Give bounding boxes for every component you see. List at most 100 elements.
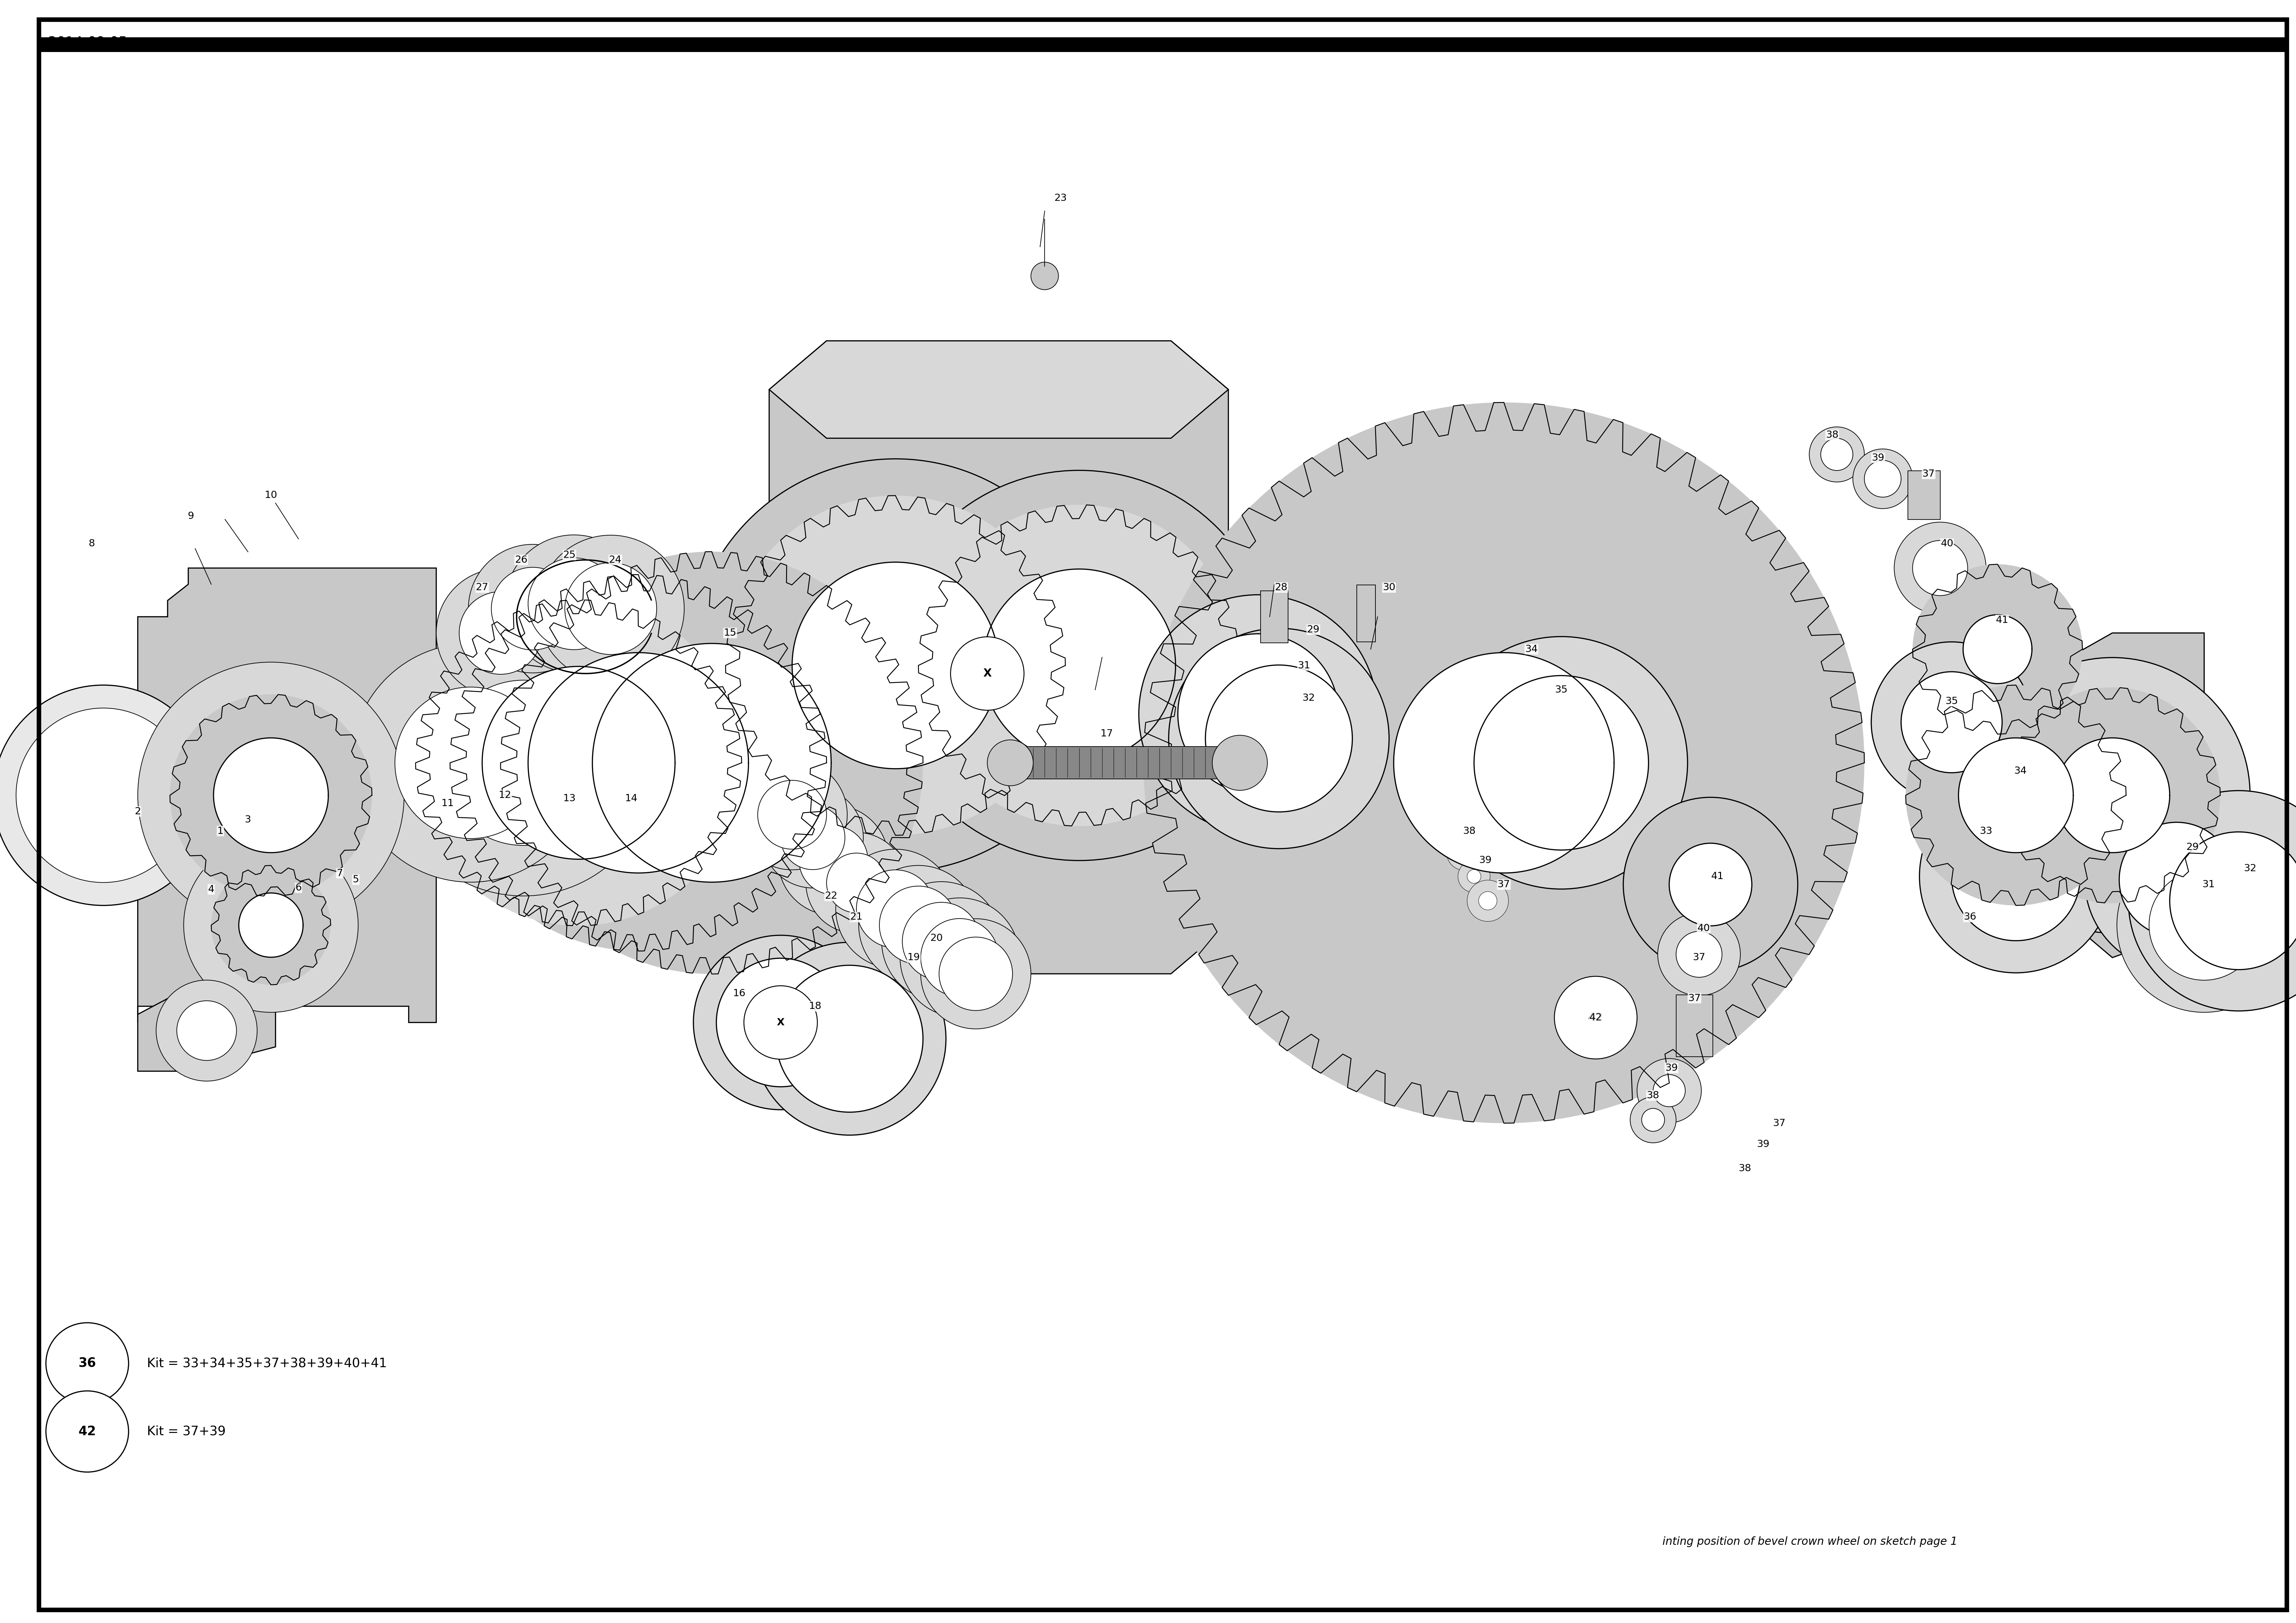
Text: 18: 18	[808, 1001, 822, 1011]
Text: 36: 36	[1963, 912, 1977, 922]
Text: 36: 36	[78, 1357, 96, 1370]
Text: 32: 32	[1302, 693, 1316, 703]
Text: 34: 34	[2014, 766, 2027, 776]
Text: 8: 8	[90, 539, 94, 549]
Circle shape	[1630, 1097, 1676, 1143]
Circle shape	[214, 868, 328, 982]
Circle shape	[900, 898, 1019, 1018]
Circle shape	[689, 459, 1102, 872]
Text: 41: 41	[1995, 615, 2009, 625]
Circle shape	[1658, 914, 1740, 995]
Circle shape	[1913, 540, 1968, 596]
Circle shape	[1913, 565, 2082, 734]
Circle shape	[918, 505, 1240, 826]
Circle shape	[739, 510, 1052, 821]
Text: 6: 6	[296, 883, 301, 893]
Circle shape	[781, 805, 845, 870]
Text: 33: 33	[1979, 826, 1993, 836]
Text: 38: 38	[1825, 430, 1839, 440]
Text: X: X	[776, 1018, 785, 1027]
Circle shape	[1963, 615, 2032, 683]
Text: 17: 17	[1100, 729, 1114, 738]
Circle shape	[1479, 891, 1497, 911]
Circle shape	[753, 943, 946, 1134]
Text: 7: 7	[338, 868, 342, 878]
Text: 24: 24	[608, 555, 622, 565]
Circle shape	[1031, 263, 1058, 289]
Circle shape	[239, 893, 303, 958]
Circle shape	[528, 558, 620, 649]
Text: Kit = 33+34+35+37+38+39+40+41: Kit = 33+34+35+37+38+39+40+41	[147, 1357, 388, 1370]
Circle shape	[2128, 790, 2296, 1011]
Circle shape	[1642, 1109, 1665, 1131]
Circle shape	[1474, 675, 1649, 850]
Text: 34: 34	[1525, 644, 1538, 654]
Circle shape	[491, 568, 574, 649]
Circle shape	[1467, 880, 1508, 922]
Circle shape	[726, 495, 1065, 836]
Circle shape	[2055, 738, 2170, 852]
Circle shape	[762, 787, 863, 888]
Text: 19: 19	[907, 953, 921, 962]
Circle shape	[1919, 781, 2112, 972]
Circle shape	[214, 738, 328, 852]
Text: 38: 38	[1738, 1164, 1752, 1173]
Circle shape	[436, 568, 565, 698]
Text: 10: 10	[264, 490, 278, 500]
Text: 37: 37	[1773, 1118, 1786, 1128]
Polygon shape	[769, 341, 1228, 974]
Text: 2014-09-05: 2014-09-05	[48, 36, 126, 49]
Bar	[999, 747, 1251, 779]
Circle shape	[836, 849, 955, 969]
Text: 30: 30	[1382, 583, 1396, 592]
Circle shape	[1637, 1058, 1701, 1123]
Circle shape	[799, 826, 868, 894]
Circle shape	[156, 980, 257, 1081]
Text: 12: 12	[498, 790, 512, 800]
Circle shape	[815, 586, 976, 745]
Text: 31: 31	[1297, 661, 1311, 670]
Circle shape	[1901, 672, 2002, 773]
Bar	[1676, 995, 1713, 1057]
Text: 41: 41	[1711, 872, 1724, 881]
Circle shape	[1906, 685, 2126, 906]
Circle shape	[2149, 870, 2259, 980]
Circle shape	[1006, 592, 1153, 738]
Circle shape	[1456, 842, 1474, 862]
Circle shape	[1864, 461, 1901, 497]
Circle shape	[1871, 643, 2032, 802]
Circle shape	[921, 919, 999, 997]
Circle shape	[1205, 665, 1352, 812]
Circle shape	[16, 708, 191, 883]
Circle shape	[1394, 652, 1614, 873]
Circle shape	[758, 781, 827, 849]
Circle shape	[716, 958, 845, 1087]
Circle shape	[1143, 403, 1864, 1123]
Circle shape	[879, 886, 957, 964]
Text: 25: 25	[563, 550, 576, 560]
Text: 26: 26	[514, 555, 528, 565]
Text: 37: 37	[1497, 880, 1511, 889]
Circle shape	[138, 662, 404, 928]
Text: 23: 23	[1054, 193, 1068, 203]
Circle shape	[856, 870, 934, 948]
Text: 29: 29	[1306, 625, 1320, 635]
Text: 38: 38	[1463, 826, 1476, 836]
Circle shape	[2085, 787, 2268, 972]
Circle shape	[1821, 438, 1853, 471]
Text: X: X	[983, 669, 992, 678]
Text: 2: 2	[135, 807, 140, 816]
Text: 39: 39	[1665, 1063, 1678, 1073]
Circle shape	[170, 695, 372, 896]
Bar	[39, 37, 2287, 52]
Circle shape	[744, 985, 817, 1060]
Text: 32: 32	[2243, 863, 2257, 873]
Polygon shape	[769, 341, 1228, 438]
Circle shape	[987, 740, 1033, 786]
Circle shape	[416, 601, 742, 925]
Text: 4: 4	[209, 885, 214, 894]
Circle shape	[1809, 427, 1864, 482]
Circle shape	[737, 760, 847, 870]
Circle shape	[184, 837, 358, 1013]
Circle shape	[177, 1001, 236, 1060]
